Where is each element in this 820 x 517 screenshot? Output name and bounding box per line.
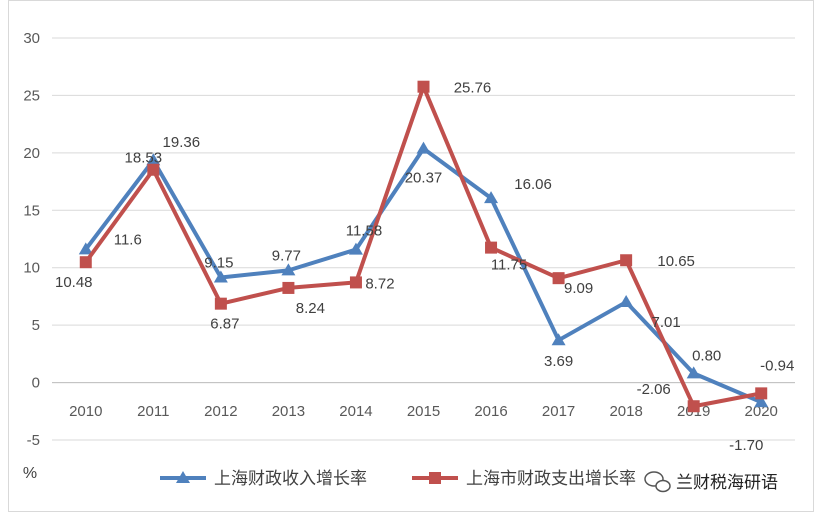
data-point bbox=[755, 387, 768, 400]
x-tick-label: 2011 bbox=[137, 403, 169, 420]
y-tick-label: 30 bbox=[23, 30, 40, 47]
data-label: 9.15 bbox=[204, 254, 233, 271]
data-label: 7.01 bbox=[652, 314, 681, 331]
data-label: 3.69 bbox=[544, 353, 573, 370]
y-tick-label: 10 bbox=[23, 260, 40, 277]
data-label: 20.37 bbox=[405, 170, 443, 187]
y-tick-label: -5 bbox=[27, 432, 40, 449]
chart-frame bbox=[8, 0, 814, 512]
data-point bbox=[79, 256, 92, 269]
data-label: 8.72 bbox=[365, 275, 394, 292]
x-tick-label: 2017 bbox=[542, 403, 575, 420]
data-label: 10.48 bbox=[55, 274, 93, 291]
data-point bbox=[417, 80, 430, 93]
data-label: 11.75 bbox=[491, 257, 527, 274]
series-line bbox=[84, 146, 763, 404]
data-point bbox=[416, 141, 431, 154]
data-label: 25.76 bbox=[454, 80, 492, 97]
x-tick-label: 2014 bbox=[339, 403, 372, 420]
data-point bbox=[754, 395, 769, 408]
watermark-text: 兰财税海研语 bbox=[676, 473, 778, 493]
y-unit-label: % bbox=[23, 465, 37, 482]
data-label: -1.70 bbox=[729, 437, 763, 454]
y-tick-label: 5 bbox=[32, 317, 40, 334]
data-point bbox=[620, 254, 633, 267]
data-point bbox=[213, 270, 228, 283]
data-point bbox=[282, 281, 295, 294]
x-tick-label: 2016 bbox=[474, 403, 507, 420]
legend-label: 上海市财政支出增长率 bbox=[466, 469, 636, 489]
data-label: 0.80 bbox=[692, 347, 721, 364]
x-tick-label: 2012 bbox=[204, 403, 237, 420]
data-point bbox=[214, 297, 227, 310]
data-label: 16.06 bbox=[514, 176, 552, 193]
data-point bbox=[552, 272, 565, 285]
data-label: 19.36 bbox=[163, 134, 201, 151]
x-tick-label: 2013 bbox=[272, 403, 305, 420]
y-tick-label: 15 bbox=[23, 202, 40, 219]
data-label: 8.24 bbox=[296, 300, 325, 317]
data-point bbox=[348, 242, 363, 255]
data-point bbox=[619, 295, 634, 308]
y-tick-label: 0 bbox=[32, 375, 40, 392]
data-label: -0.94 bbox=[760, 357, 794, 374]
data-label: 9.77 bbox=[272, 247, 301, 264]
x-tick-label: 2015 bbox=[407, 403, 440, 420]
x-tick-label: 2018 bbox=[609, 403, 642, 420]
data-point bbox=[78, 242, 93, 255]
wechat-icon bbox=[644, 471, 671, 493]
legend-label: 上海财政收入增长率 bbox=[214, 469, 367, 489]
data-label: 11.6 bbox=[114, 231, 142, 248]
data-point bbox=[551, 333, 566, 346]
data-point bbox=[349, 276, 362, 289]
x-tick-label: 2020 bbox=[745, 403, 778, 420]
data-label: 10.65 bbox=[657, 253, 695, 270]
data-point bbox=[485, 241, 498, 254]
data-point bbox=[686, 366, 701, 379]
data-point bbox=[687, 400, 700, 413]
data-point bbox=[281, 263, 296, 276]
y-tick-label: 25 bbox=[23, 87, 40, 104]
data-label: 18.53 bbox=[125, 150, 163, 167]
data-point bbox=[146, 153, 161, 166]
legend-marker bbox=[176, 471, 190, 483]
x-tick-label: 2010 bbox=[69, 403, 102, 420]
data-label: -2.06 bbox=[637, 381, 671, 398]
data-label: 9.09 bbox=[564, 280, 593, 297]
data-label: 11.58 bbox=[346, 223, 382, 240]
data-label: 6.87 bbox=[210, 316, 239, 333]
y-tick-label: 20 bbox=[23, 145, 40, 162]
data-point bbox=[484, 191, 499, 204]
legend-marker bbox=[429, 472, 441, 484]
data-point bbox=[147, 163, 160, 176]
